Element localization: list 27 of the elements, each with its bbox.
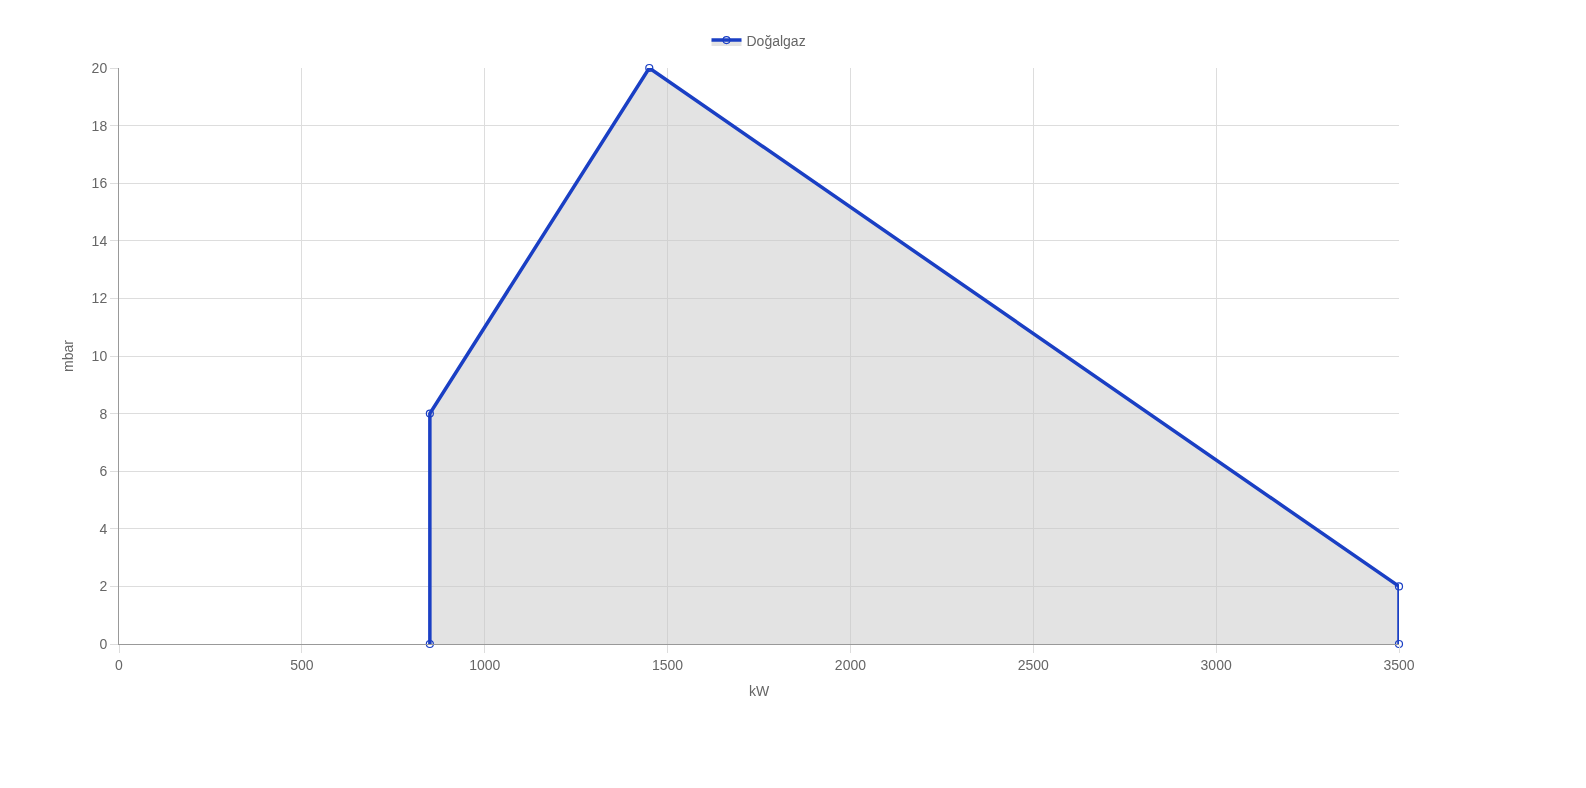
y-tick-label: 2 — [99, 578, 108, 595]
x-tick-label: 3000 — [1200, 656, 1232, 673]
point — [1394, 639, 1404, 649]
y-tick-label: 6 — [99, 463, 108, 480]
y-tick-label: 20 — [91, 59, 108, 76]
point — [425, 409, 434, 418]
y-tick-label: 8 — [99, 405, 108, 422]
y-tick-label: 14 — [91, 232, 108, 249]
y-tick-label: 4 — [99, 520, 108, 537]
y-tick-label: 18 — [91, 117, 108, 134]
point — [425, 639, 434, 649]
y-axis-title: mbar — [60, 339, 77, 372]
x-axis-title: kW — [748, 683, 770, 700]
x-tick-label: 500 — [290, 656, 314, 673]
x-tick-label: 0 — [115, 656, 124, 673]
y-tick-label: 16 — [91, 175, 108, 192]
y-tick-label: 0 — [99, 635, 108, 652]
point — [645, 63, 654, 73]
legend-label: Doğalgaz — [746, 32, 806, 49]
x-tick-label: 1000 — [469, 656, 501, 673]
y-tick-label: 10 — [91, 347, 108, 364]
x-tick-label: 1500 — [651, 656, 684, 673]
x-tick-label: 2000 — [834, 656, 867, 673]
x-tick-label: 3500 — [1383, 656, 1415, 673]
point — [1394, 582, 1404, 591]
x-tick-label: 2500 — [1017, 656, 1050, 673]
y-tick-label: 12 — [91, 290, 108, 307]
